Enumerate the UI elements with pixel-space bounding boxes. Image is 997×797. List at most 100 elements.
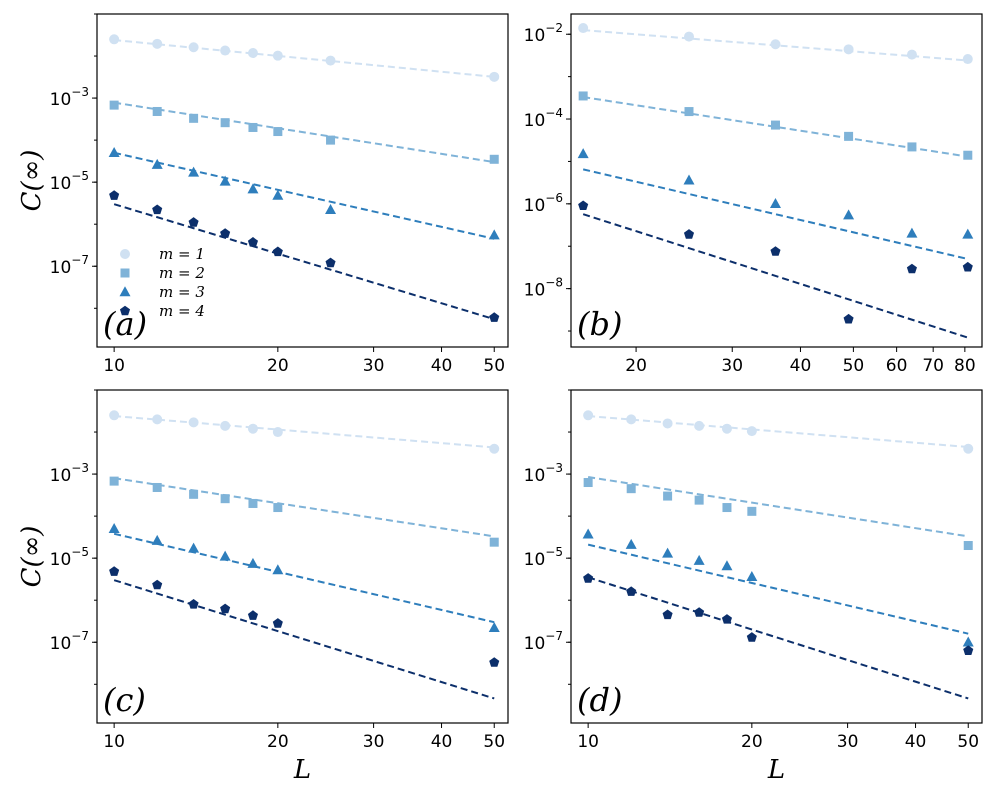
fit-line: [582, 213, 969, 339]
series-m2: [578, 91, 973, 160]
data-point: [220, 118, 230, 128]
x-tick-label: 20: [267, 732, 289, 752]
data-point: [962, 636, 974, 647]
data-point: [662, 609, 673, 620]
x-tick-label: 40: [905, 732, 927, 752]
y-tick-label: 10−3: [50, 461, 89, 487]
x-tick-label: 70: [922, 356, 944, 376]
data-point: [152, 482, 162, 492]
data-point: [109, 410, 120, 421]
data-point: [272, 564, 284, 575]
data-point: [843, 209, 855, 220]
data-point: [683, 229, 695, 239]
data-point: [272, 427, 283, 438]
data-point: [219, 175, 231, 186]
fit-line: [587, 476, 969, 538]
data-point: [272, 618, 283, 628]
data-point: [247, 557, 259, 568]
data-point: [247, 183, 259, 194]
data-point: [683, 174, 695, 185]
series-m4: [109, 566, 500, 700]
data-point: [906, 49, 917, 60]
data-point: [963, 645, 974, 655]
x-tick-label: 10: [103, 732, 125, 752]
panel-c: 10 20 30 40 50 10−3 10−5 10−7 (c) C(∞) L: [17, 389, 509, 785]
fit-line: [113, 101, 495, 164]
data-point: [272, 189, 284, 200]
x-tick-label: 40: [431, 732, 453, 752]
fit-line: [113, 477, 495, 538]
data-point: [272, 246, 283, 257]
data-point: [907, 142, 917, 152]
x-axis-label: L: [767, 755, 785, 785]
series-m4: [109, 190, 500, 322]
data-point: [844, 131, 854, 141]
plot-frame: [570, 389, 983, 724]
data-point: [721, 614, 732, 624]
panel-label: (d): [577, 681, 622, 719]
data-point: [488, 229, 500, 240]
data-point: [489, 312, 500, 322]
data-point: [272, 50, 283, 61]
y-axis-label: C(∞): [17, 526, 47, 588]
panel-label: (b): [577, 305, 622, 343]
y-tick-label: 10−7: [524, 629, 563, 655]
data-point: [693, 554, 705, 565]
fit-line: [113, 579, 495, 700]
legend-entry: m = 4: [159, 302, 205, 320]
data-point: [962, 228, 974, 239]
x-tick-label: 30: [363, 732, 385, 752]
legend: m = 1m = 2m = 3m = 4: [119, 245, 205, 320]
data-point: [219, 550, 231, 561]
data-point: [220, 420, 231, 431]
legend-marker: [120, 249, 130, 259]
data-point: [843, 313, 854, 324]
data-point: [963, 443, 974, 454]
data-point: [248, 122, 258, 132]
fit-line: [114, 39, 495, 78]
data-point: [108, 146, 120, 157]
data-point: [109, 476, 119, 486]
legend-entry: m = 1: [159, 245, 205, 263]
data-point: [247, 237, 258, 247]
data-point: [489, 657, 500, 667]
data-point: [582, 528, 594, 539]
data-point: [188, 598, 199, 609]
fit-line: [114, 415, 495, 449]
data-point: [583, 410, 594, 421]
data-point: [722, 503, 732, 513]
panel-b: 20 30 40 50 60 70 80 10−2 10−4 10−6 10−8 (b): [524, 13, 983, 376]
plot-frame: [96, 389, 509, 724]
data-point: [625, 538, 637, 549]
x-tick-label: 20: [267, 356, 289, 376]
x-tick-label: 50: [957, 732, 979, 752]
data-point: [843, 44, 854, 55]
data-point: [694, 495, 704, 505]
series-m3: [108, 522, 500, 633]
data-point: [109, 100, 119, 110]
data-point: [152, 204, 163, 215]
data-point: [489, 154, 499, 164]
data-point: [220, 603, 231, 614]
data-point: [906, 263, 917, 274]
fit-line: [113, 151, 495, 240]
y-tick-label: 10−4: [524, 106, 563, 132]
fit-line: [587, 576, 969, 700]
data-point: [248, 498, 258, 508]
fit-line: [587, 543, 969, 635]
series-m4: [583, 573, 974, 700]
data-point: [746, 632, 757, 642]
fit-line: [588, 415, 969, 449]
x-tick-label: 60: [886, 356, 908, 376]
data-point: [273, 127, 283, 137]
data-point: [188, 417, 199, 428]
x-axis-label: L: [293, 755, 311, 785]
series-m4: [578, 200, 973, 339]
data-point: [962, 261, 973, 272]
y-tick-label: 10−5: [524, 545, 563, 571]
data-point: [694, 607, 705, 617]
data-point: [489, 443, 500, 454]
series-m1: [583, 410, 974, 454]
x-tick-label: 30: [363, 356, 385, 376]
